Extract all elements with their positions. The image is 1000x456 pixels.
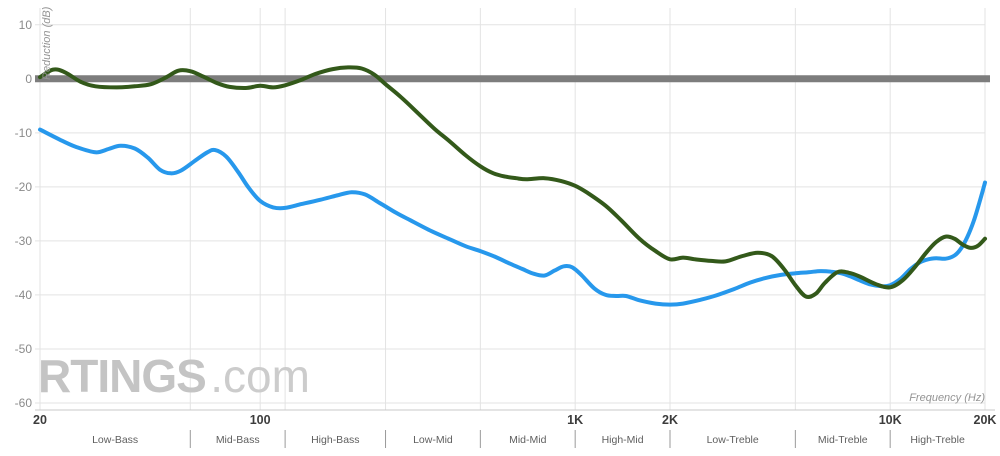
grid-layer: [35, 8, 995, 411]
band-label: Mid-Mid: [509, 434, 546, 446]
band-label: High-Mid: [602, 434, 644, 446]
y-tick-label: -20: [15, 180, 33, 194]
series-layer: [38, 65, 987, 307]
band-label: Low-Mid: [413, 434, 453, 446]
band-label: High-Treble: [910, 434, 965, 446]
rtings-watermark: RTINGS .com: [38, 350, 310, 402]
x-tick-label: 10K: [879, 413, 902, 427]
x-tick-label: 20K: [974, 413, 997, 427]
y-axis-title: Reduction (dB): [41, 6, 53, 80]
watermark-suffix: .com: [210, 350, 310, 402]
x-tick-label: 1K: [567, 413, 583, 427]
y-tick-label: -30: [15, 234, 33, 248]
x-tick-label: 100: [250, 413, 271, 427]
y-tick-label: -10: [15, 126, 33, 140]
blue-curve: [38, 127, 987, 307]
band-label: Low-Treble: [707, 434, 759, 446]
watermark-brand: RTINGS: [38, 350, 206, 402]
band-label: High-Bass: [311, 434, 359, 446]
y-tick-label: -40: [15, 288, 33, 302]
y-tick-label: 10: [19, 18, 33, 32]
y-tick-label: -50: [15, 342, 33, 356]
x-tick-label: 20: [33, 413, 47, 427]
y-tick-label: -60: [15, 396, 33, 410]
x-axis-title: Frequency (Hz): [909, 392, 985, 404]
y-tick-label: 0: [25, 72, 32, 86]
band-label: Low-Bass: [92, 434, 138, 446]
band-label: Mid-Bass: [216, 434, 260, 446]
x-tick-label: 2K: [662, 413, 678, 427]
band-label: Mid-Treble: [818, 434, 868, 446]
green-curve: [38, 65, 987, 300]
